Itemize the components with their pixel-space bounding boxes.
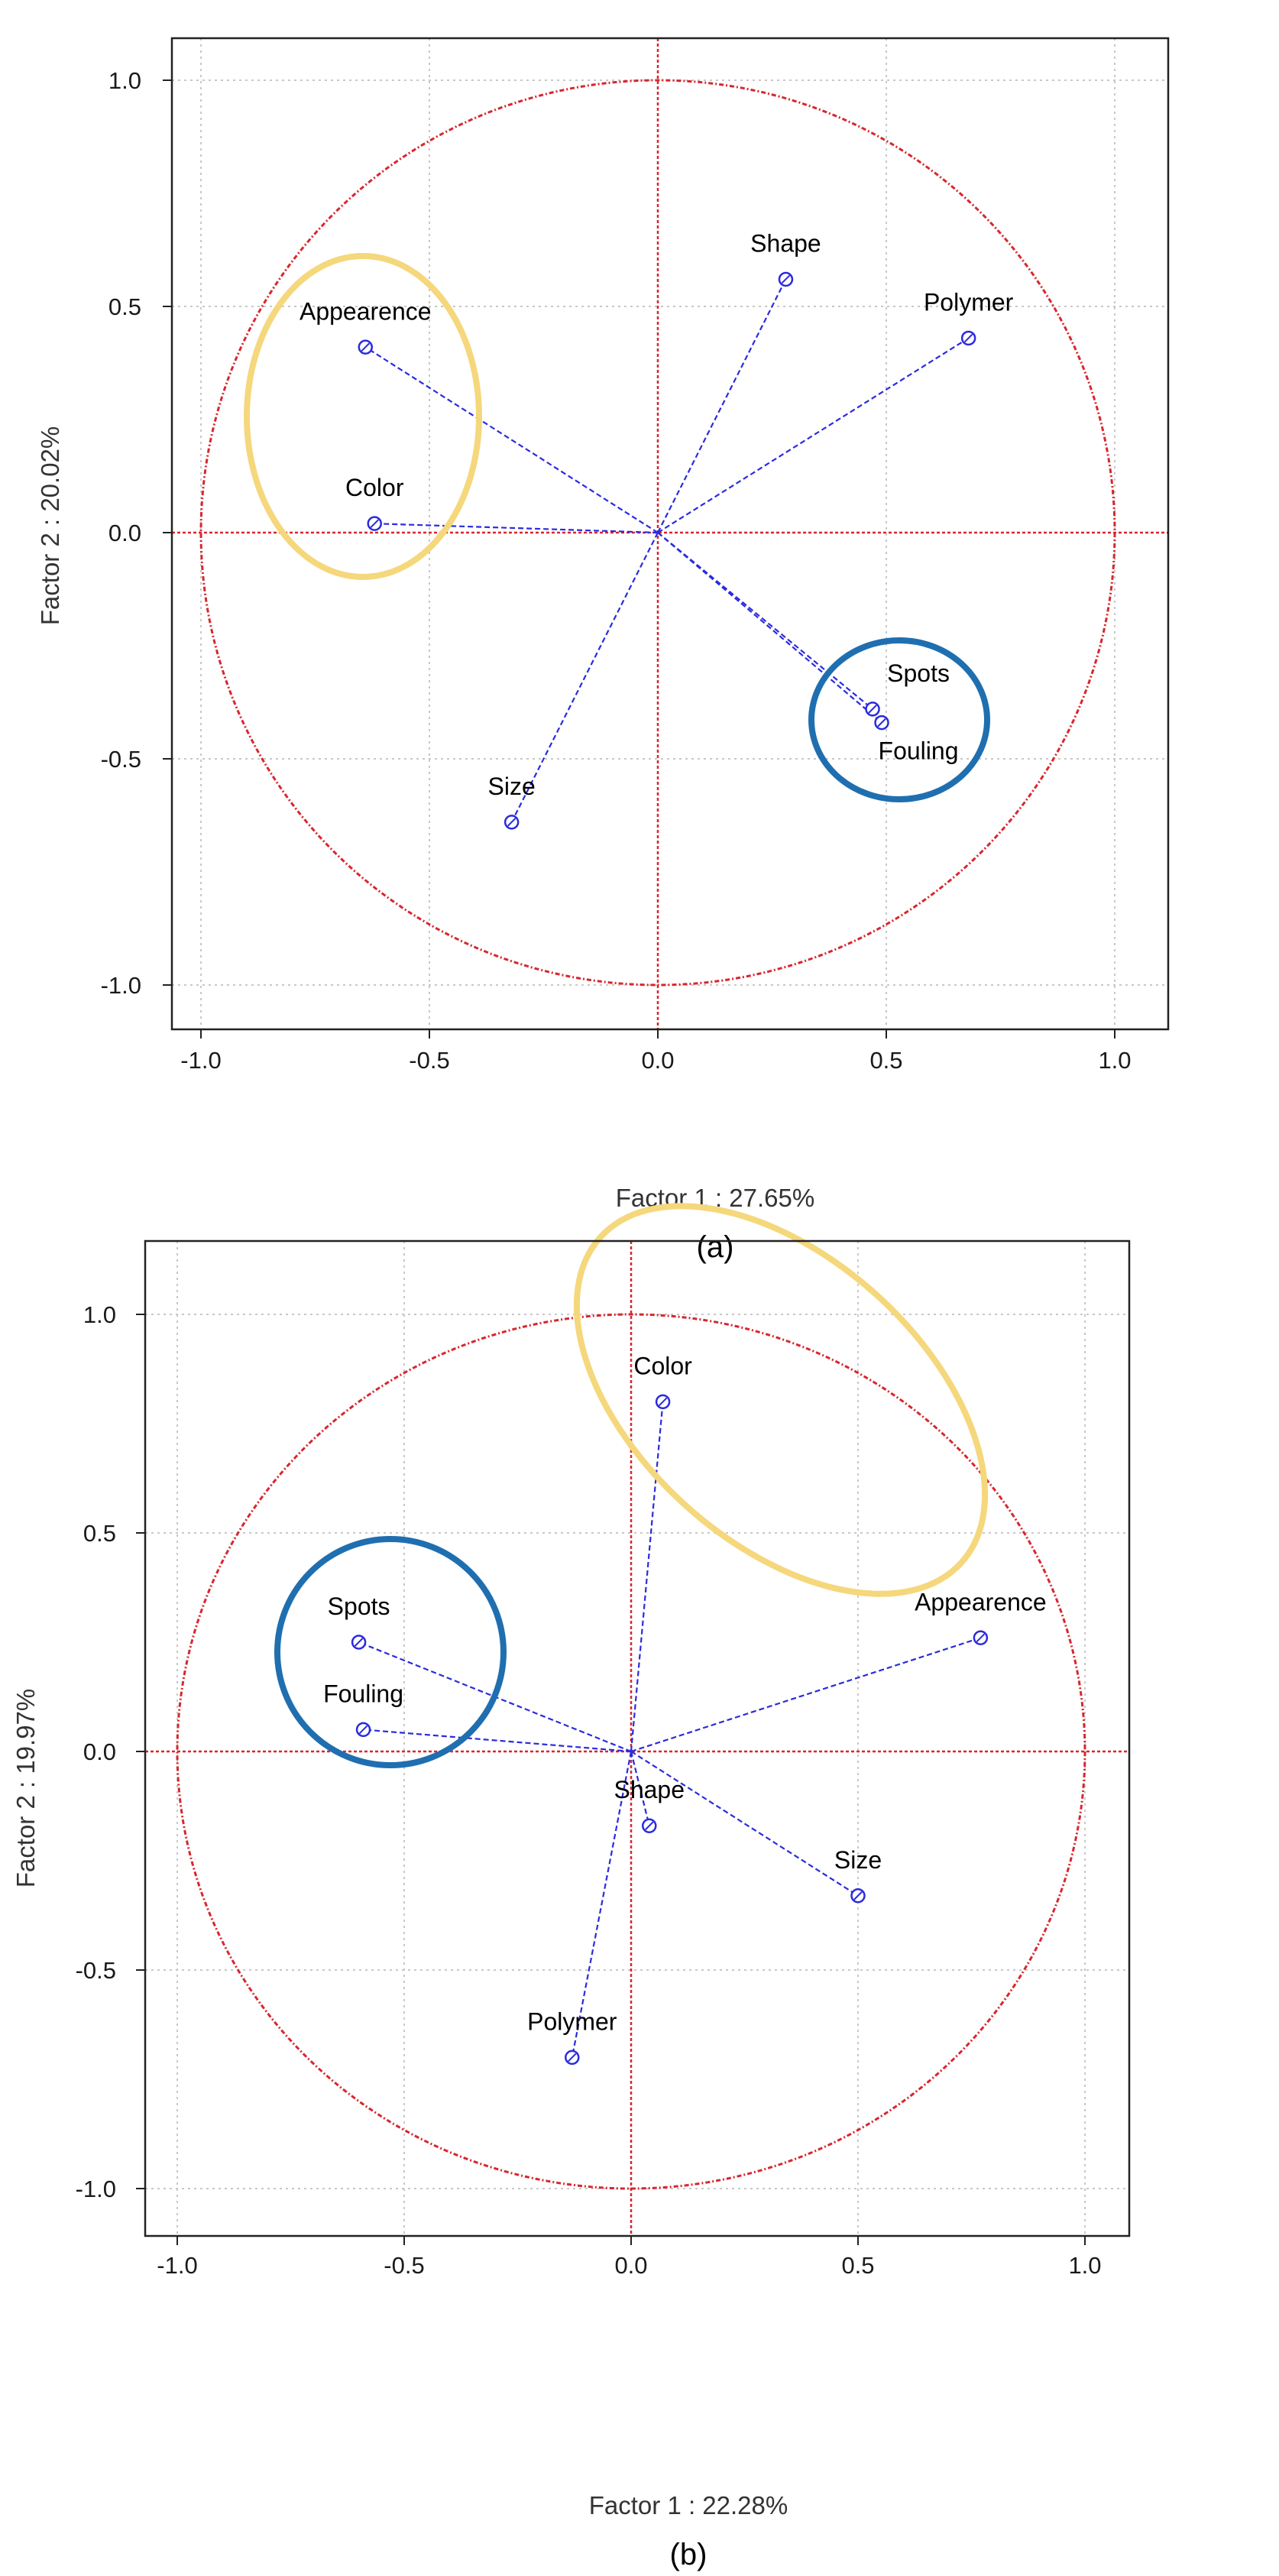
vector-color-a xyxy=(374,523,659,534)
y-tick-label-1-0-b: 1.0 xyxy=(83,1301,116,1328)
y-tick-label-1-0-b: -1.0 xyxy=(76,2176,116,2202)
x-axis-title-b: Factor 1 : 22.28% xyxy=(589,2491,788,2519)
vector-appearence-a xyxy=(364,346,659,533)
y-tick-label-0-5-b: 0.5 xyxy=(83,1520,116,1547)
highlights-b xyxy=(274,1203,989,1768)
point-polymer-b xyxy=(565,2049,580,2066)
chart-panel-b: Color Appearence Spots Fouling Shape Size Poly… xyxy=(11,1203,1131,2571)
vector-fouling-b xyxy=(363,1729,632,1753)
y-tick-label-0-5-a: 0.5 xyxy=(108,293,141,320)
point-color-a xyxy=(367,516,382,531)
point-labels-a: Appearence Color Shape Polymer Spots Fouling S… xyxy=(300,229,1014,799)
x-ticks-b: -1.0 -0.5 0.0 0.5 1.0 xyxy=(157,2236,1102,2279)
x-tick-label-0-5-a: 0.5 xyxy=(869,1047,902,1074)
point-shape-a xyxy=(778,271,794,287)
plot-frame-a xyxy=(170,37,1170,1031)
vector-size-b xyxy=(630,1751,859,1897)
point-fouling-b xyxy=(355,1722,371,1738)
y-tick-label-1-0-a: 1.0 xyxy=(108,67,141,94)
correlation-circle-a xyxy=(199,79,1116,987)
label-appearence-a: Appearence xyxy=(300,297,432,325)
point-size-a xyxy=(504,815,520,830)
vector-fouling-a xyxy=(657,532,882,724)
label-polymer-a: Polymer xyxy=(924,288,1014,316)
x-tick-label-0-0-b: 0.0 xyxy=(614,2252,647,2279)
point-appearence-b xyxy=(973,1630,989,1646)
zero-lines-a xyxy=(172,38,1168,1029)
y-tick-label-0-5-b: -0.5 xyxy=(76,1957,116,1984)
y-tick-label-0-0-b: 0.0 xyxy=(83,1738,116,1765)
x-tick-label-1-0-a: 1.0 xyxy=(1098,1047,1131,1074)
point-shape-b xyxy=(642,1818,657,1833)
grid-b xyxy=(145,1241,1129,2236)
y-tick-label-0-0-a: 0.0 xyxy=(108,520,141,546)
label-shape-a: Shape xyxy=(750,229,821,257)
zero-lines-b xyxy=(145,1241,1129,2236)
point-labels-b: Color Appearence Spots Fouling Shape Size Poly… xyxy=(323,1352,1047,2035)
blue-highlight-ellipse-a xyxy=(808,637,990,802)
highlights-a xyxy=(244,253,990,802)
vector-shape-b xyxy=(630,1751,650,1826)
x-tick-label-1-0-b: 1.0 xyxy=(1068,2252,1101,2279)
x-tick-label-1-0-a: -1.0 xyxy=(180,1047,221,1074)
grid-a xyxy=(172,38,1168,1029)
y-ticks-a: -1.0 -0.5 0.0 0.5 1.0 xyxy=(101,67,172,999)
x-tick-label-1-0-b: -1.0 xyxy=(157,2252,197,2279)
y-ticks-b: -1.0 -0.5 0.0 0.5 1.0 xyxy=(76,1301,145,2202)
vector-appearence-b xyxy=(630,1637,981,1753)
x-tick-label-0-0-a: 0.0 xyxy=(641,1047,674,1074)
y-axis-title-b: Factor 2 : 19.97% xyxy=(11,1689,40,1887)
label-fouling-b: Fouling xyxy=(323,1680,403,1707)
yellow-highlight-ellipse-a xyxy=(244,253,482,580)
yellow-highlight-ellipse-b xyxy=(573,1203,989,1597)
points-a xyxy=(358,271,976,830)
point-spots-b xyxy=(351,1635,367,1650)
panel-caption-a: (a) xyxy=(697,1230,734,1264)
vector-polymer-b xyxy=(571,1751,633,2058)
vectors-a xyxy=(364,278,970,823)
plot-border-a xyxy=(170,37,1170,1031)
y-tick-label-1-0-a: -1.0 xyxy=(101,972,141,999)
plot-frame-b xyxy=(144,1239,1131,2237)
chart-panel-a: Appearence Color Shape Polymer Spots Fouling S… xyxy=(36,37,1170,1264)
point-polymer-a xyxy=(960,330,976,346)
label-size-b: Size xyxy=(834,1846,882,1874)
unit-circle-b xyxy=(176,1313,1086,2190)
x-tick-label-0-5-b: -0.5 xyxy=(384,2252,424,2279)
label-spots-b: Spots xyxy=(328,1593,390,1620)
label-fouling-a: Fouling xyxy=(879,737,959,765)
x-ticks-a: -1.0 -0.5 0.0 0.5 1.0 xyxy=(180,1029,1132,1074)
unit-circle-a xyxy=(199,79,1116,987)
label-appearence-b: Appearence xyxy=(915,1588,1047,1615)
vector-size-a xyxy=(510,532,659,823)
blue-highlight-ellipse-b xyxy=(274,1536,507,1768)
label-color-a: Color xyxy=(345,474,404,501)
point-appearence-a xyxy=(358,339,374,355)
correlation-circle-b xyxy=(176,1313,1086,2190)
point-size-b xyxy=(850,1888,866,1904)
panel-caption-b: (b) xyxy=(670,2538,707,2571)
label-shape-b: Shape xyxy=(614,1776,685,1803)
label-color-b: Color xyxy=(633,1352,692,1379)
point-fouling-a xyxy=(874,714,889,731)
label-polymer-b: Polymer xyxy=(527,2007,617,2035)
x-tick-label-0-5-a: -0.5 xyxy=(409,1047,449,1074)
vector-polymer-a xyxy=(657,337,970,533)
point-spots-a xyxy=(865,702,880,717)
points-b xyxy=(351,1394,989,2066)
vector-spots-a xyxy=(657,532,873,710)
vector-shape-a xyxy=(657,278,787,533)
point-color-b xyxy=(655,1394,671,1410)
label-spots-a: Spots xyxy=(887,659,950,687)
plot-border-b xyxy=(144,1239,1131,2237)
y-tick-label-0-5-a: -0.5 xyxy=(101,746,141,773)
y-axis-title-a: Factor 2 : 20.02% xyxy=(36,426,64,625)
label-size-a: Size xyxy=(488,773,536,800)
vectors-b xyxy=(358,1401,981,2058)
x-tick-label-0-5-b: 0.5 xyxy=(841,2252,874,2279)
